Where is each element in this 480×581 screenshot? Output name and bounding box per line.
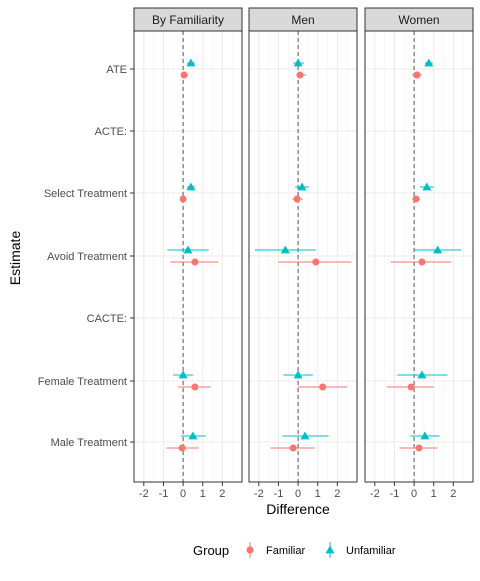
y-tick-label: Male Treatment [51, 437, 127, 449]
series-unfamiliar [167, 58, 209, 440]
panel-border [248, 30, 358, 483]
data-point [186, 58, 196, 67]
data-point [296, 71, 304, 79]
legend-label: Familiar [266, 545, 305, 557]
legend-label: Unfamiliar [346, 545, 396, 557]
data-point [407, 383, 415, 391]
panels-layer: By Familiarity -2 -1 0 1 2 Men -2 -1 0 1 2 Women -2 -1… [38, 7, 474, 500]
y-tick-label: CACTE: [87, 313, 127, 325]
data-point [280, 245, 290, 254]
x-tick-label: 0 [295, 488, 301, 500]
facet-panel: By Familiarity -2 -1 0 1 2 [133, 7, 243, 500]
data-point [188, 431, 198, 440]
panel-border [364, 30, 474, 483]
x-tick-label: 2 [219, 488, 225, 500]
data-point [412, 195, 420, 203]
x-tick-label: 0 [411, 488, 417, 500]
x-tick-label: 2 [334, 488, 340, 500]
data-point [179, 195, 187, 203]
legend-key-marker [325, 545, 335, 554]
data-point [180, 71, 188, 79]
series-familiar [270, 71, 352, 452]
facet-strip-label: Men [291, 13, 314, 27]
data-point [433, 245, 443, 254]
data-point [413, 71, 421, 79]
data-point [417, 370, 427, 379]
data-point [183, 245, 193, 254]
data-point [293, 370, 303, 379]
x-tick-label: -1 [390, 488, 400, 500]
data-point [191, 383, 199, 391]
data-point [319, 383, 327, 391]
y-axis: ATE ACTE: Select Treatment Avoid Treatment C… [38, 64, 134, 449]
x-tick-label: 1 [315, 488, 321, 500]
y-tick-label: ATE [106, 64, 127, 76]
x-tick-label: -2 [139, 488, 149, 500]
series-unfamiliar [397, 58, 462, 440]
data-point [289, 444, 297, 452]
x-tick-label: -2 [254, 488, 264, 500]
legend-key-marker [246, 546, 254, 554]
data-point [424, 58, 434, 67]
x-tick-label: 0 [180, 488, 186, 500]
data-point [422, 182, 432, 191]
data-point [312, 258, 320, 266]
y-tick-label: ACTE: [95, 126, 127, 138]
legend-title: Group [193, 543, 229, 558]
data-point [418, 258, 426, 266]
series-unfamiliar [254, 58, 329, 440]
labels-layer: Difference Estimate [7, 231, 330, 517]
x-tick-label: -1 [274, 488, 284, 500]
facet-strip-label: By Familiarity [152, 13, 224, 27]
y-axis-label: Estimate [7, 231, 23, 286]
data-point [186, 182, 196, 191]
series-familiar [166, 71, 219, 452]
y-tick-label: Select Treatment [44, 188, 127, 200]
facet-panel: Men -2 -1 0 1 2 [248, 7, 358, 500]
x-tick-label: 1 [431, 488, 437, 500]
data-point [297, 182, 307, 191]
y-tick-label: Female Treatment [38, 376, 127, 388]
legend-item: Familiar [246, 542, 305, 558]
x-tick-label: 1 [200, 488, 206, 500]
data-point [178, 444, 186, 452]
facet-strip-label: Women [398, 13, 439, 27]
data-point [420, 431, 430, 440]
facet-panel: Women -2 -1 0 1 2 [364, 7, 474, 500]
data-point [415, 444, 423, 452]
data-point [300, 431, 310, 440]
x-axis-label: Difference [266, 501, 330, 517]
data-point [293, 195, 301, 203]
legend-item: Unfamiliar [325, 542, 396, 558]
series-familiar [386, 71, 452, 452]
data-point [293, 58, 303, 67]
x-tick-label: -1 [159, 488, 169, 500]
data-point [191, 258, 199, 266]
x-tick-label: 2 [450, 488, 456, 500]
y-tick-label: Avoid Treatment [47, 251, 127, 263]
x-tick-label: -2 [370, 488, 380, 500]
data-point [178, 370, 188, 379]
legend: Group Familiar Unfamiliar [193, 542, 396, 558]
